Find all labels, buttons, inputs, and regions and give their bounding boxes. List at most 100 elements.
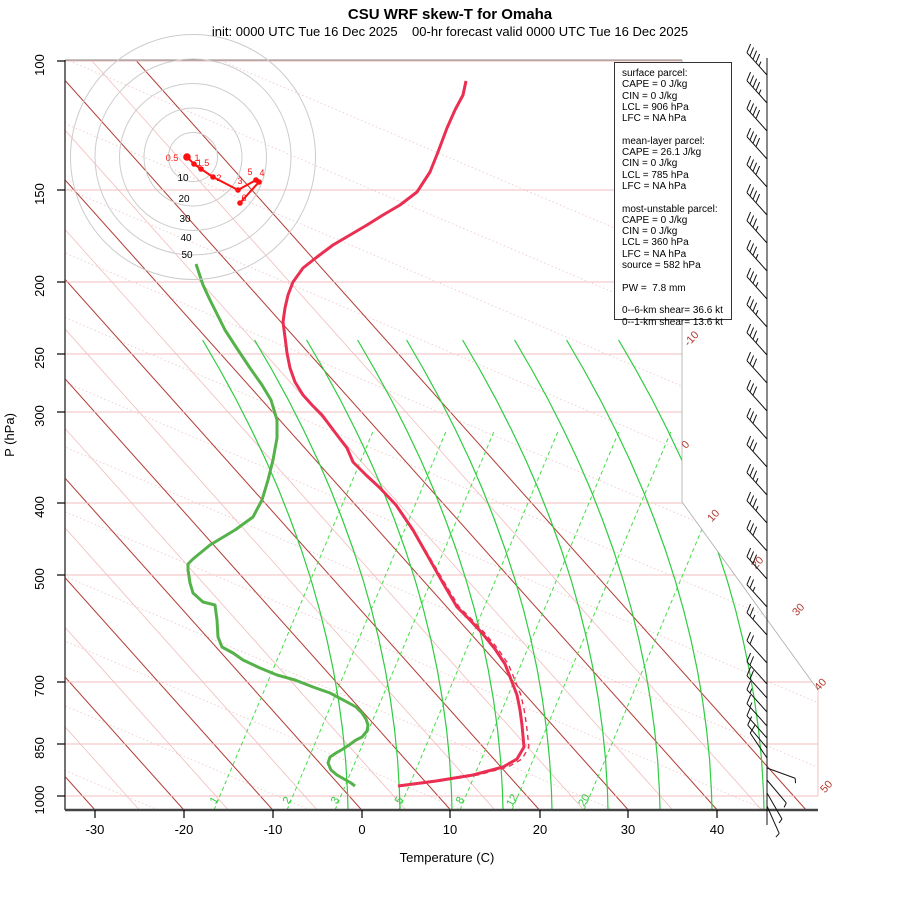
hodograph-ring-label: 20 <box>178 194 190 205</box>
barb-full <box>752 246 758 256</box>
barb-full <box>752 470 758 480</box>
barb-full <box>746 211 752 221</box>
hodograph-point <box>256 179 262 185</box>
isotherm <box>65 60 585 810</box>
hodograph-ring-label: 30 <box>179 214 191 225</box>
barb-half <box>755 506 759 511</box>
mixing-ratio-label: 3 <box>329 795 342 806</box>
mixing-ratio-label: 8 <box>454 795 467 806</box>
temp-tick-label: 20 <box>533 822 547 837</box>
hodograph-height-label: 5 <box>247 167 252 177</box>
barb-full <box>755 137 761 147</box>
barb-full <box>752 330 758 340</box>
mixing-ratio-label: 5 <box>393 795 406 806</box>
barb-half <box>755 226 759 231</box>
barb-full <box>749 579 755 589</box>
moist-adiabat <box>566 339 713 810</box>
temp-axis-title: Temperature (C) <box>400 850 495 865</box>
barb-full <box>752 302 758 312</box>
dry-adiabat <box>219 60 818 810</box>
wind-barb <box>746 603 768 636</box>
barb-full <box>746 603 752 613</box>
barb-shaft <box>766 767 796 779</box>
mixing-ratio-label: 1 <box>208 795 221 806</box>
wind-barb <box>746 435 768 468</box>
barb-full <box>752 78 758 88</box>
hodograph-height-label: 1.5 <box>197 158 210 168</box>
wind-barb <box>746 351 768 384</box>
temp-tick-label: -30 <box>86 822 105 837</box>
parcel-info-box: surface parcel: CAPE = 0 J/kg CIN = 0 J/kg… <box>614 62 732 328</box>
info-line: CAPE = 0 J/kg <box>622 214 688 226</box>
info-line: LCL = 360 hPa <box>622 237 689 249</box>
hodograph-inset: 10 20 30 40 50 0.5 11.5 2 3 45 6 <box>70 34 316 280</box>
barb-shaft <box>746 528 768 552</box>
barb-full <box>749 327 755 337</box>
temp-tick-label: -10 <box>264 822 283 837</box>
hodograph-height-label: 3 <box>237 176 242 186</box>
barb-full <box>752 386 758 396</box>
barb-full <box>746 379 752 389</box>
barb-full <box>746 519 752 529</box>
barb-shaft <box>766 805 780 834</box>
barb-full <box>749 607 755 617</box>
hodograph-ring <box>168 132 218 182</box>
hodograph-height-label: 1 <box>194 153 199 163</box>
barb-full <box>749 47 755 57</box>
barb-full <box>746 267 752 277</box>
right-border-diagonal <box>681 501 819 691</box>
barb-full <box>746 652 752 662</box>
isotherm <box>65 60 718 810</box>
info-line: CIN = 0 J/kg <box>622 158 678 170</box>
barb-full <box>749 467 755 477</box>
barb-full <box>749 271 755 281</box>
hodograph-height-label: 0.5 <box>166 153 179 163</box>
barb-full <box>746 706 752 716</box>
wind-barb <box>746 547 768 580</box>
isotherm <box>65 60 229 810</box>
mixing-ratio-line <box>286 429 448 810</box>
barb-full <box>746 351 752 361</box>
barb-shaft <box>746 332 768 356</box>
barb-full <box>752 106 758 116</box>
virtual-temp-curve <box>282 80 530 787</box>
moist-adiabat <box>462 339 609 810</box>
chart-subtitle: init: 0000 UTC Tue 16 Dec 2025 00-hr for… <box>211 24 689 39</box>
pressure-tick-label: 1000 <box>32 786 47 815</box>
barb-full <box>752 162 758 172</box>
info-line: most-unstable parcel: <box>622 203 718 215</box>
mixing-ratio-label: 2 <box>281 795 294 806</box>
info-line: LFC = NA hPa <box>622 248 687 260</box>
barb-half <box>758 61 762 67</box>
barb-shaft <box>746 304 768 328</box>
mixing-ratio-label: 12 <box>504 792 521 809</box>
barb-full <box>755 193 761 203</box>
wind-barb <box>746 379 768 412</box>
wind-barb <box>746 99 768 132</box>
dry-adiabat <box>65 60 818 810</box>
barb-full <box>747 716 753 726</box>
barb-half <box>758 89 762 95</box>
isotherm-label: 50 <box>818 778 835 795</box>
barb-full <box>749 635 755 645</box>
barb-shaft <box>746 276 768 300</box>
info-line <box>622 192 731 203</box>
barb-full <box>752 218 758 228</box>
barb-full <box>749 670 755 680</box>
barb-full <box>749 103 755 113</box>
isotherm <box>65 60 274 810</box>
moist-adiabat <box>406 339 553 810</box>
pressure-tick-label: 200 <box>32 275 47 297</box>
temp-tick-label: 40 <box>710 822 724 837</box>
barb-half <box>755 310 759 315</box>
hodograph-ring-label: 40 <box>180 233 192 244</box>
barb-full <box>746 547 752 557</box>
hodograph-ring-label: 50 <box>181 250 193 261</box>
barb-full <box>749 299 755 309</box>
hodograph-point <box>235 187 241 193</box>
hodograph-point <box>210 174 216 180</box>
barb-shaft <box>746 164 768 188</box>
moist-adiabat <box>202 339 349 810</box>
barb-shaft <box>746 612 768 636</box>
info-line: LFC = NA hPa <box>622 113 687 125</box>
